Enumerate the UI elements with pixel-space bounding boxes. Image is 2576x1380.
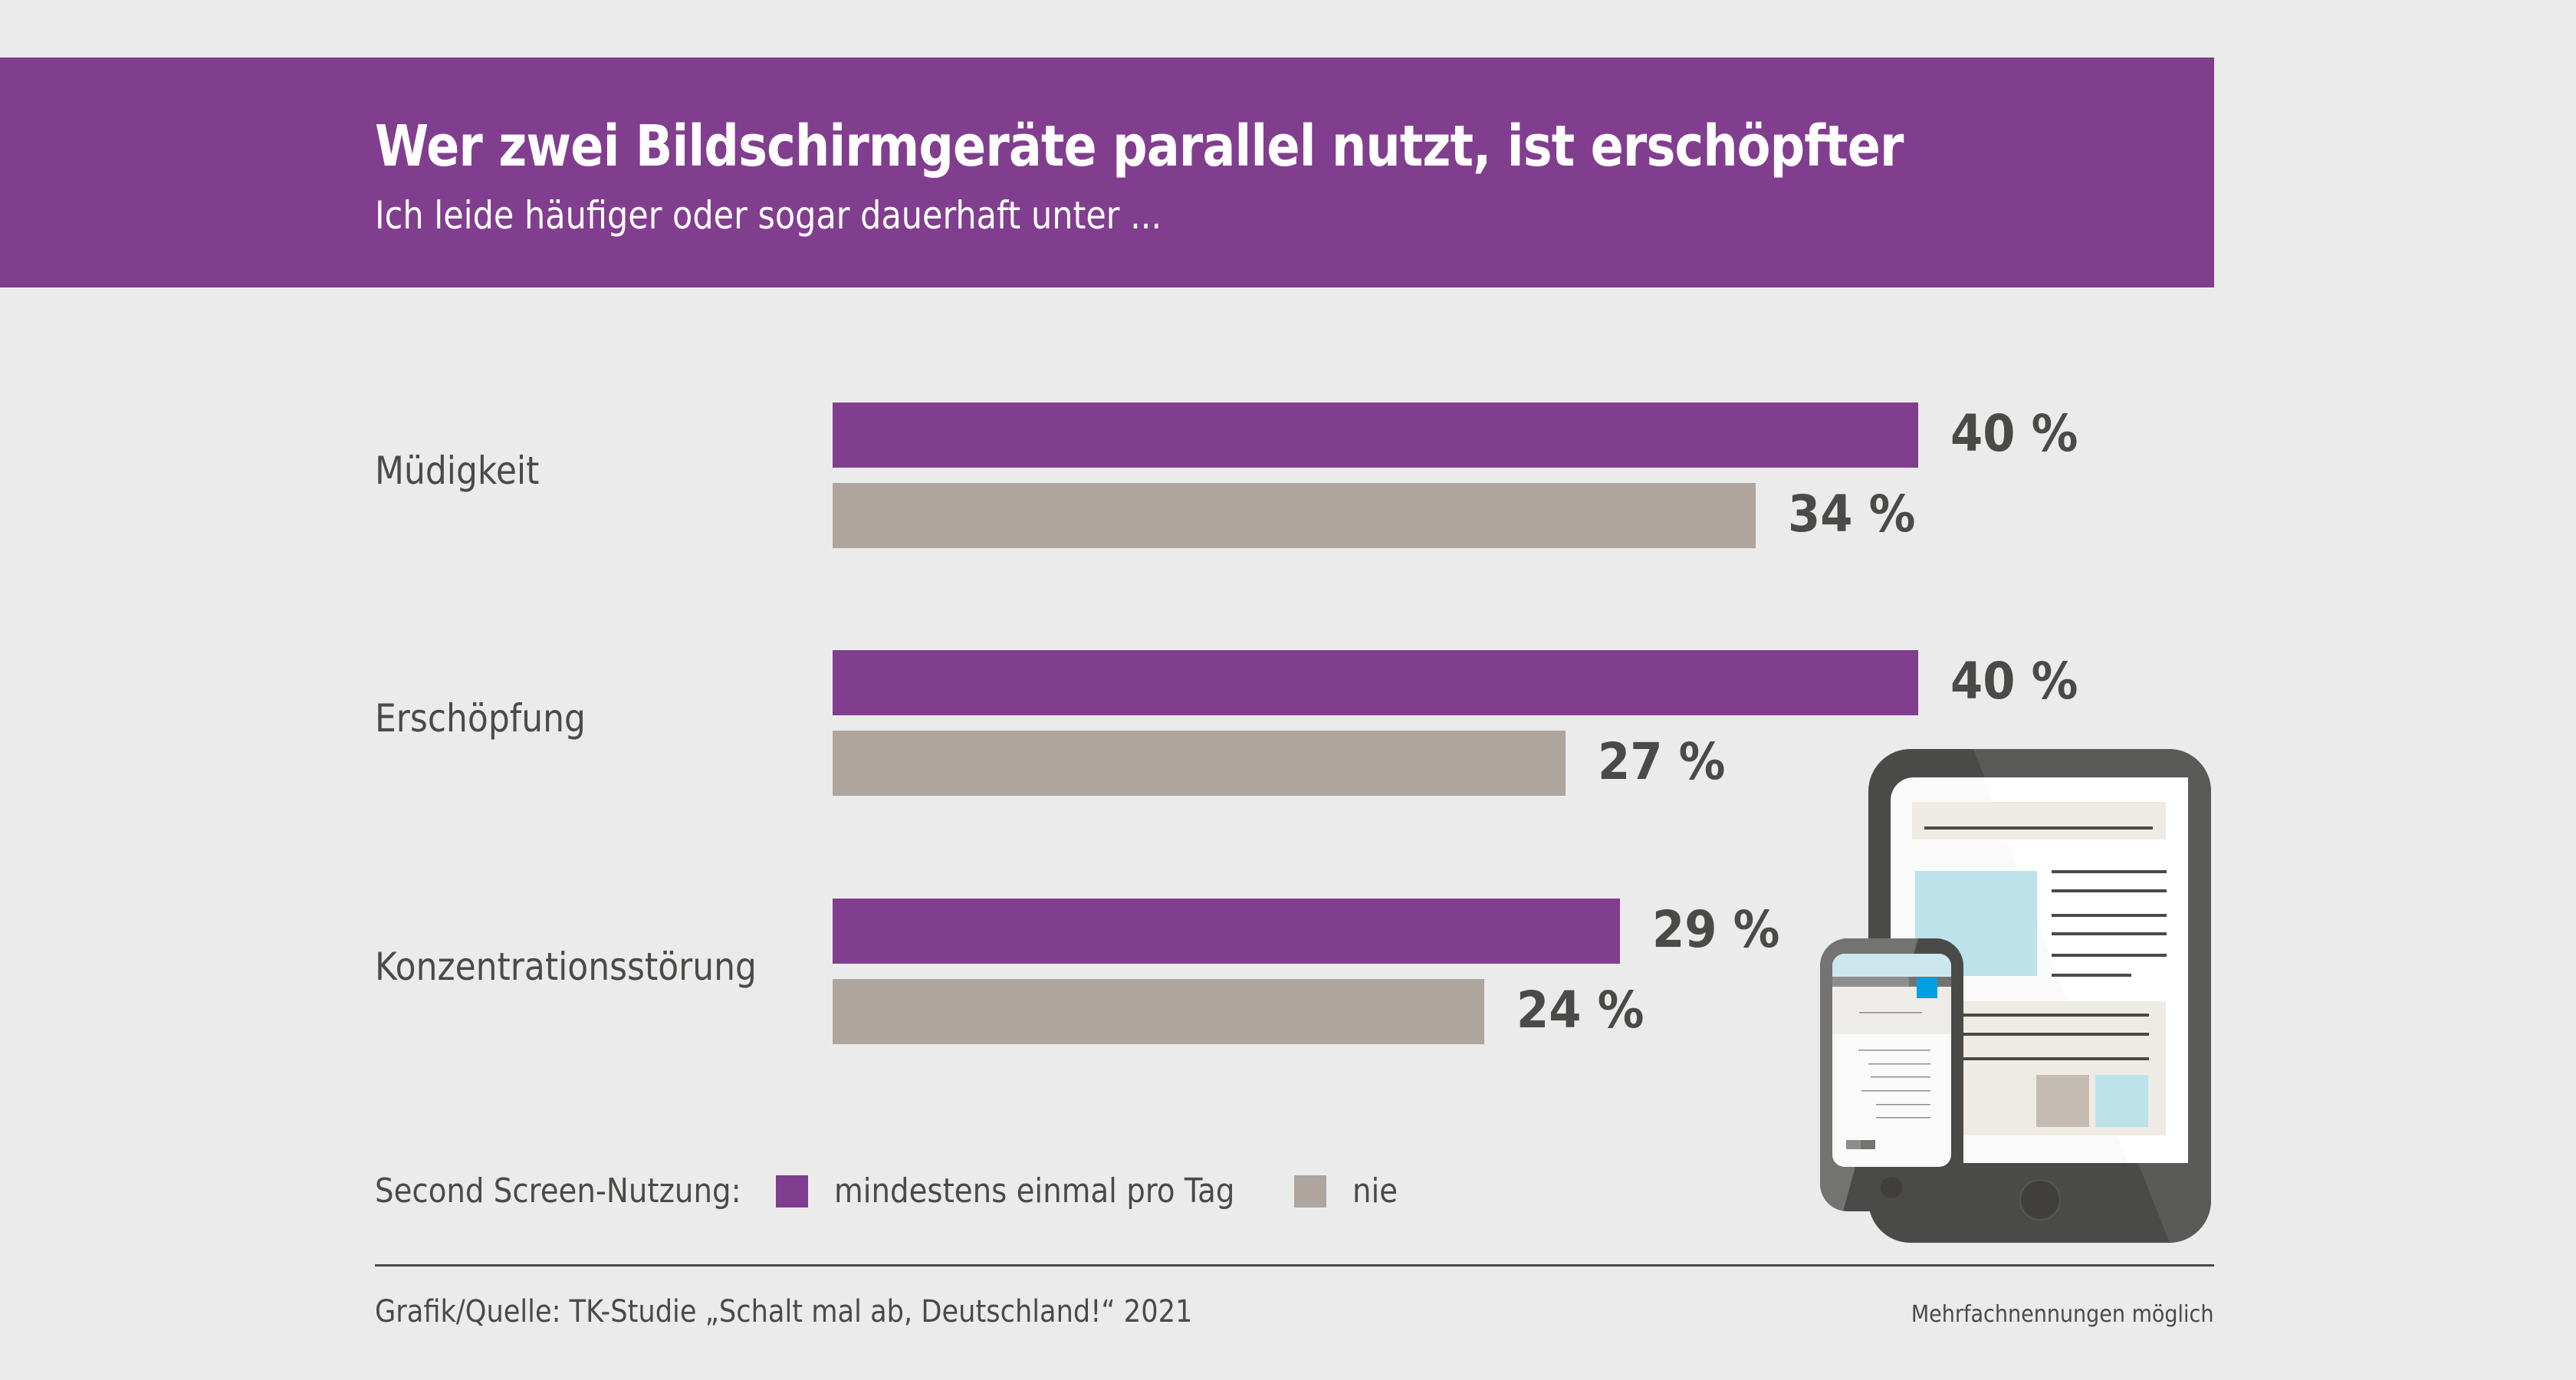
legend-title: Second Screen-Nutzung:	[375, 1171, 741, 1211]
value-label: 24 %	[1516, 981, 1644, 1040]
bar-daily	[833, 650, 1918, 715]
bar-daily	[833, 402, 1918, 468]
category-label: Erschöpfung	[375, 696, 586, 741]
legend-label-never: nie	[1352, 1171, 1398, 1211]
legend-label-daily: mindestens einmal pro Tag	[834, 1171, 1235, 1211]
value-label: 40 %	[1950, 652, 2078, 711]
phone-button-icon	[1881, 1177, 1902, 1198]
value-label: 34 %	[1787, 485, 1916, 544]
source-note: Grafik/Quelle: TK-Studie „Schalt mal ab,…	[375, 1294, 1193, 1329]
value-label: 27 %	[1597, 732, 1726, 791]
chart-subtitle: Ich leide häufiger oder sogar dauerhaft …	[375, 193, 1162, 238]
bar-never	[833, 979, 1484, 1044]
legend-swatch-never	[1294, 1175, 1326, 1208]
bar-never	[833, 731, 1566, 796]
category-label: Müdigkeit	[375, 449, 540, 493]
legend-swatch-daily	[776, 1175, 808, 1208]
bar-never	[833, 483, 1756, 548]
home-button-icon	[2019, 1179, 2061, 1221]
header-banner	[0, 58, 2214, 288]
category-label: Konzentrationsstörung	[375, 945, 757, 989]
tablet-and-smartphone-icon	[1820, 749, 2211, 1243]
bar-daily	[833, 899, 1620, 964]
multiple-answers-note: Mehrfachnennungen möglich	[1911, 1301, 2214, 1328]
value-label: 29 %	[1651, 900, 1780, 959]
chart-title: Wer zwei Bildschirmgeräte parallel nutzt…	[375, 113, 1904, 179]
smartphone-icon	[1820, 938, 1963, 1211]
footer-divider	[375, 1264, 2214, 1267]
value-label: 40 %	[1950, 404, 2078, 463]
